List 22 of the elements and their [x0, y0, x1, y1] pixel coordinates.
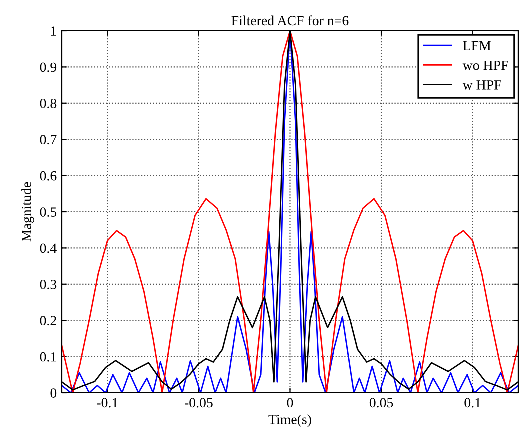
- y-tick-label: 0.5: [40, 208, 57, 218]
- y-tick-label: 0: [50, 388, 57, 398]
- x-tick-label: -0.1: [97, 398, 118, 408]
- x-tick-label: -0.05: [184, 398, 213, 408]
- chart-title: Filtered ACF for n=6: [232, 16, 349, 26]
- legend-label: LFM: [463, 41, 491, 50]
- legend-label: wo HPF: [462, 60, 508, 70]
- x-tick-label: 0.1: [464, 398, 481, 408]
- y-tick-label: 0.8: [40, 98, 57, 108]
- x-axis-title: Time(s): [268, 414, 312, 428]
- x-tick-label: 0.05: [370, 398, 394, 408]
- y-tick-label: 0.9: [40, 62, 57, 72]
- y-tick-label: 1: [51, 26, 56, 36]
- y-tick-label: 0.4: [40, 244, 57, 254]
- y-tick-label: 0.6: [40, 171, 57, 181]
- y-tick-label: 0.2: [40, 316, 56, 326]
- y-tick-label: 0.7: [40, 135, 57, 145]
- y-tick-label: 0.3: [40, 280, 57, 290]
- y-tick-label: 0.1: [40, 352, 56, 362]
- x-tick-label: 0: [287, 398, 294, 408]
- legend-label: w HPF: [462, 80, 502, 90]
- y-axis-title: Magnitude: [22, 182, 34, 242]
